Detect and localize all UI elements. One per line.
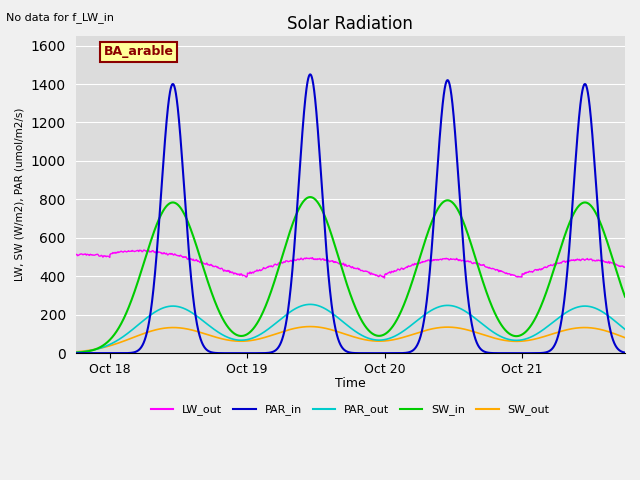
LW_out [621, 264, 629, 270]
SW_out [72, 349, 79, 355]
PAR_in [72, 350, 79, 356]
SW_in [429, 216, 437, 222]
SW_out [524, 337, 531, 343]
LW_out [172, 252, 179, 257]
LW_out [140, 247, 148, 253]
PAR_in [429, 229, 437, 235]
PAR_out [401, 327, 409, 333]
PAR_out [72, 349, 79, 355]
Line: LW_out: LW_out [76, 250, 625, 278]
SW_in [621, 294, 629, 300]
SW_out [401, 334, 409, 340]
PAR_out [172, 303, 179, 309]
Title: Solar Radiation: Solar Radiation [287, 15, 413, 33]
Line: SW_out: SW_out [76, 326, 625, 352]
SW_in [482, 287, 490, 293]
PAR_in [524, 350, 531, 356]
LW_out [401, 265, 409, 271]
SW_in [172, 200, 179, 206]
SW_out [307, 324, 314, 329]
PAR_in [401, 350, 409, 356]
SW_out [482, 333, 490, 338]
Line: PAR_in: PAR_in [76, 74, 625, 353]
PAR_out [307, 301, 314, 307]
Text: BA_arable: BA_arable [104, 46, 173, 59]
Legend: LW_out, PAR_in, PAR_out, SW_in, SW_out: LW_out, PAR_in, PAR_out, SW_in, SW_out [147, 400, 554, 420]
PAR_in [621, 350, 629, 356]
SW_out [172, 324, 179, 330]
LW_out [72, 252, 79, 257]
PAR_in [482, 349, 490, 355]
LW_out [282, 258, 289, 264]
SW_in [72, 350, 79, 356]
PAR_out [621, 326, 629, 332]
SW_in [401, 299, 409, 304]
PAR_in [282, 324, 289, 329]
SW_in [307, 194, 314, 200]
LW_out [429, 257, 437, 263]
PAR_in [307, 72, 314, 77]
PAR_out [282, 312, 289, 318]
X-axis label: Time: Time [335, 377, 365, 390]
LW_out [482, 264, 490, 270]
Y-axis label: LW, SW (W/m2), PAR (umol/m2/s): LW, SW (W/m2), PAR (umol/m2/s) [15, 108, 25, 281]
SW_in [282, 243, 289, 249]
LW_out [524, 269, 531, 275]
PAR_out [524, 336, 531, 341]
SW_in [524, 327, 531, 333]
Line: SW_in: SW_in [76, 197, 625, 353]
SW_out [429, 326, 437, 332]
PAR_out [482, 324, 490, 329]
LW_out [381, 275, 388, 281]
SW_out [621, 335, 629, 341]
PAR_in [172, 87, 179, 93]
Text: No data for f_LW_in: No data for f_LW_in [6, 12, 115, 23]
Line: PAR_out: PAR_out [76, 304, 625, 352]
SW_out [282, 328, 289, 334]
PAR_out [429, 307, 437, 312]
